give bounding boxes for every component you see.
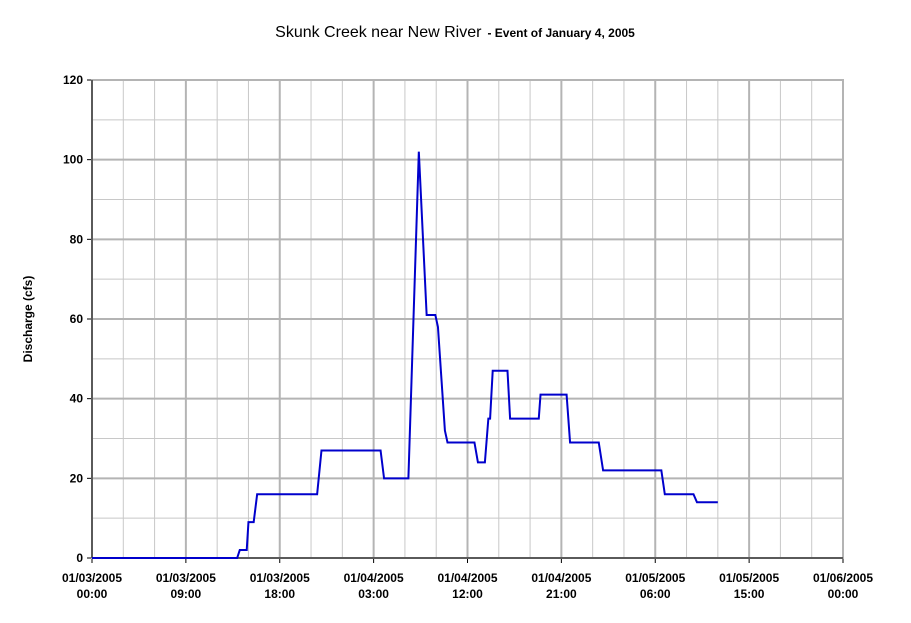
y-tick-label: 100 [63, 153, 83, 167]
x-tick-label-line: 01/04/2005 [437, 571, 497, 585]
x-tick-label: 01/04/2005 21:00 [531, 571, 591, 601]
x-tick-label: 01/05/2005 15:00 [719, 571, 779, 601]
x-tick-label-line: 01/05/2005 [719, 571, 779, 585]
x-tick-label-line: 01/03/2005 [156, 571, 216, 585]
chart-subtitle: - Event of January 4, 2005 [487, 26, 635, 40]
chart-title-group: Skunk Creek near New River - Event of Jan… [275, 24, 635, 41]
x-tick-label: 01/03/2005 18:00 [250, 571, 310, 601]
x-tick-label: 01/04/2005 12:00 [437, 571, 497, 601]
y-axis-label: Discharge (cfs) [21, 276, 35, 363]
x-tick-label-line: 18:00 [264, 587, 295, 601]
y-tick-label: 20 [70, 471, 84, 485]
y-tick-label: 60 [70, 312, 84, 326]
x-tick-label-line: 00:00 [828, 587, 859, 601]
x-tick-label: 01/06/2005 00:00 [813, 571, 873, 601]
x-tick-label-line: 09:00 [171, 587, 202, 601]
x-tick-label-line: 01/04/2005 [344, 571, 404, 585]
x-tick-label-line: 01/06/2005 [813, 571, 873, 585]
y-tick-label: 0 [76, 551, 83, 565]
data-line [92, 151, 718, 559]
y-tick-label: 40 [70, 392, 84, 406]
x-tick-label: 01/04/2005 03:00 [344, 571, 404, 601]
x-tick-label-line: 01/05/2005 [625, 571, 685, 585]
x-tick-label: 01/03/2005 00:00 [62, 571, 122, 601]
x-tick-label-line: 01/04/2005 [531, 571, 591, 585]
y-tick-label: 80 [70, 232, 84, 246]
x-tick-label-line: 12:00 [452, 587, 483, 601]
x-tick-label: 01/05/2005 06:00 [625, 571, 685, 601]
x-tick-label-line: 01/03/2005 [250, 571, 310, 585]
x-tick-label-line: 21:00 [546, 587, 577, 601]
x-tick-label: 01/03/2005 09:00 [156, 571, 216, 601]
x-tick-label-line: 01/03/2005 [62, 571, 122, 585]
x-tick-label-line: 03:00 [358, 587, 389, 601]
chart-title: Skunk Creek near New River [275, 24, 482, 41]
x-tick-label-line: 15:00 [734, 587, 765, 601]
x-tick-label-line: 00:00 [77, 587, 108, 601]
y-tick-label: 120 [63, 73, 83, 87]
x-tick-label-line: 06:00 [640, 587, 671, 601]
